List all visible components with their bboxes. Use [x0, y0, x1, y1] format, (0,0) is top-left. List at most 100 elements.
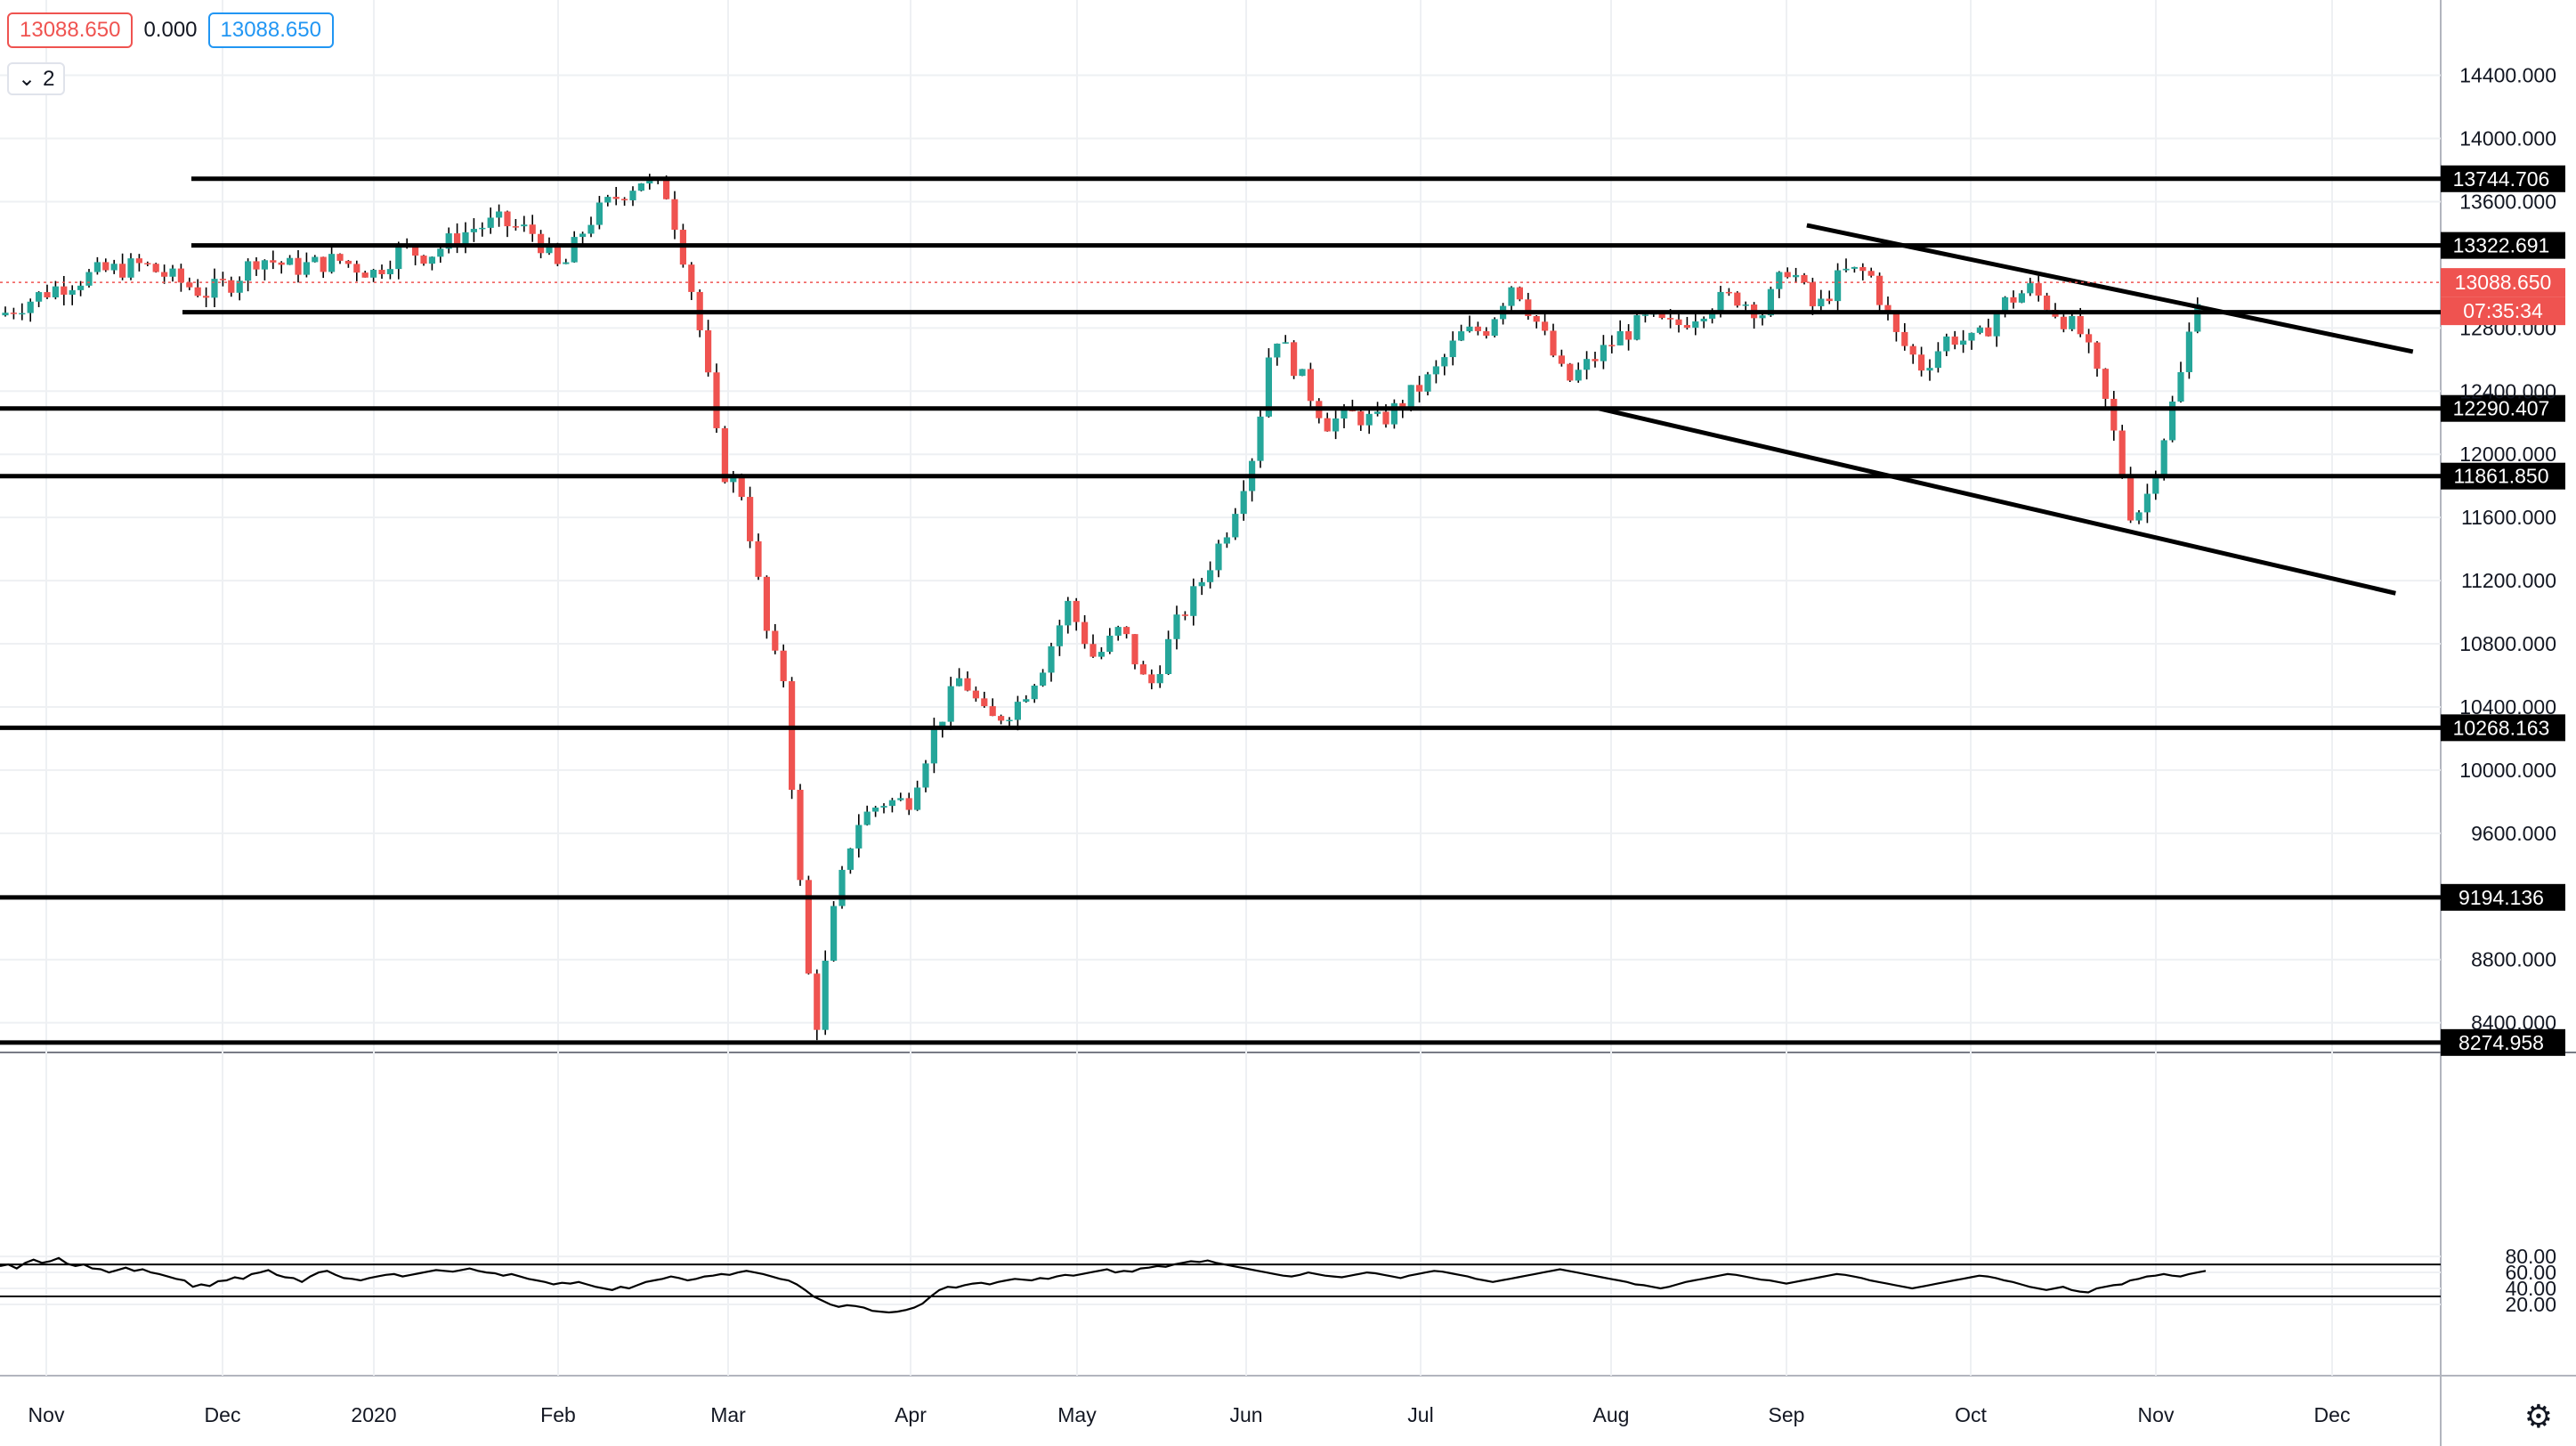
candle-down — [2094, 342, 2101, 370]
candle-down — [1550, 330, 1557, 356]
candle-up — [1616, 330, 1624, 345]
candle-down — [1859, 266, 1867, 272]
candle-up — [110, 264, 117, 271]
candle-up — [127, 258, 134, 278]
candle-up — [897, 798, 904, 800]
rsi-tick-label: 20.00 — [2505, 1293, 2556, 1316]
candle-down — [1567, 363, 1574, 381]
candle-up — [1282, 342, 1289, 344]
price-tick-label: 12000.000 — [2459, 443, 2556, 466]
series-count-toggle[interactable]: ⌄ 2 — [7, 62, 66, 95]
candle-up — [1960, 340, 1967, 345]
level-price-label: 12290.407 — [2453, 397, 2550, 420]
trendlines[interactable] — [1598, 223, 2414, 596]
time-tick-label: Oct — [1955, 1403, 1987, 1426]
price-tick-label: 9600.000 — [2471, 822, 2556, 845]
candle-up — [1424, 374, 1431, 392]
candle-up — [922, 763, 929, 788]
candle-up — [1023, 699, 1030, 703]
candle-up — [1943, 336, 1950, 352]
candle-up — [1508, 287, 1515, 306]
candle-down — [2118, 430, 2126, 477]
candle-down — [1683, 325, 1690, 329]
candle-down — [1148, 674, 1155, 684]
candle-down — [1985, 327, 1992, 337]
candle-up — [2185, 331, 2192, 372]
candle-down — [905, 798, 912, 810]
candle-down — [144, 263, 151, 264]
time-tick-label: Dec — [2314, 1403, 2351, 1426]
candle-down — [1139, 664, 1146, 675]
candle-down — [612, 197, 620, 199]
candle-down — [1525, 299, 1532, 316]
price-tick-label: 14000.000 — [2459, 127, 2556, 150]
close-value-badge: 13088.650 — [207, 12, 334, 48]
candle-up — [629, 191, 636, 200]
candle-down — [336, 254, 344, 261]
candle-up — [1633, 314, 1640, 340]
candle-up — [1968, 332, 1975, 341]
candle-up — [479, 227, 486, 230]
candle-up — [2027, 283, 2034, 294]
candle-up — [1742, 305, 1749, 306]
candle-up — [1926, 368, 1933, 371]
candle-down — [504, 211, 511, 227]
candle-up — [1759, 315, 1766, 319]
candle-down — [789, 681, 796, 791]
candle-up — [1934, 351, 1941, 369]
candle-down — [1734, 292, 1741, 306]
time-tick-label: Mar — [710, 1403, 746, 1426]
candle-up — [2069, 315, 2076, 329]
candle-down — [186, 282, 193, 288]
candle-down — [2035, 283, 2042, 296]
candle-down — [1416, 385, 1423, 392]
candle-up — [1407, 385, 1414, 409]
candle-down — [671, 199, 678, 231]
price-tick-label: 12400.000 — [2459, 379, 2556, 402]
price-tags: 13088.650 07:35:34 — [0, 268, 2565, 326]
candle-up — [1223, 537, 1230, 544]
candle-down — [1918, 354, 1925, 371]
candle-down — [228, 280, 235, 293]
price-axis[interactable]: 14400.00014000.00013600.00012800.0001240… — [2459, 64, 2556, 1316]
candle-up — [1299, 369, 1306, 377]
candle-down — [1474, 326, 1481, 331]
candle-down — [61, 286, 68, 295]
candle-up — [1976, 327, 1983, 333]
candle-up — [1843, 268, 1850, 271]
candle-down — [454, 233, 461, 246]
rsi-tick-label: 80.00 — [2505, 1245, 2556, 1268]
candle-down — [1123, 627, 1130, 635]
rsi-indicator — [0, 1256, 2207, 1314]
time-axis[interactable]: Nov Dec 2020 Feb Mar Apr May Jun Jul Aug Sep Oct Nov… — [28, 1403, 2351, 1426]
candle-up — [1048, 646, 1055, 673]
candle-up — [880, 806, 887, 808]
candle-down — [1675, 319, 1682, 326]
candle-up — [930, 727, 937, 764]
change-value: 0.000 — [143, 18, 198, 42]
level-price-label: 8274.958 — [2459, 1031, 2544, 1054]
candle-up — [855, 825, 863, 849]
candle-up — [847, 848, 854, 870]
level-price-label: 13322.691 — [2453, 234, 2550, 257]
candle-down — [1876, 275, 1883, 305]
candle-up — [1098, 652, 1105, 657]
candle-down — [320, 256, 327, 272]
candle-down — [1801, 274, 1808, 283]
level-price-tag — [2441, 883, 2565, 911]
candle-up — [470, 229, 477, 232]
level-price-label: 11861.850 — [2453, 465, 2548, 488]
candle-up — [1776, 272, 1783, 289]
candle-down — [1081, 621, 1089, 645]
candle-up — [1274, 343, 1281, 358]
trendline — [1598, 406, 2396, 596]
candle-up — [1106, 635, 1114, 653]
candle-down — [1307, 369, 1314, 402]
gear-icon[interactable]: ⚙ — [2523, 1398, 2553, 1434]
candle-down — [203, 296, 210, 298]
candle-down — [119, 264, 126, 278]
series-count-label: 2 — [43, 66, 55, 91]
support-resistance-levels[interactable]: 13744.706 13322.691 12290.407 11861.850 1026… — [0, 165, 2565, 1056]
candle-up — [1374, 411, 1381, 414]
